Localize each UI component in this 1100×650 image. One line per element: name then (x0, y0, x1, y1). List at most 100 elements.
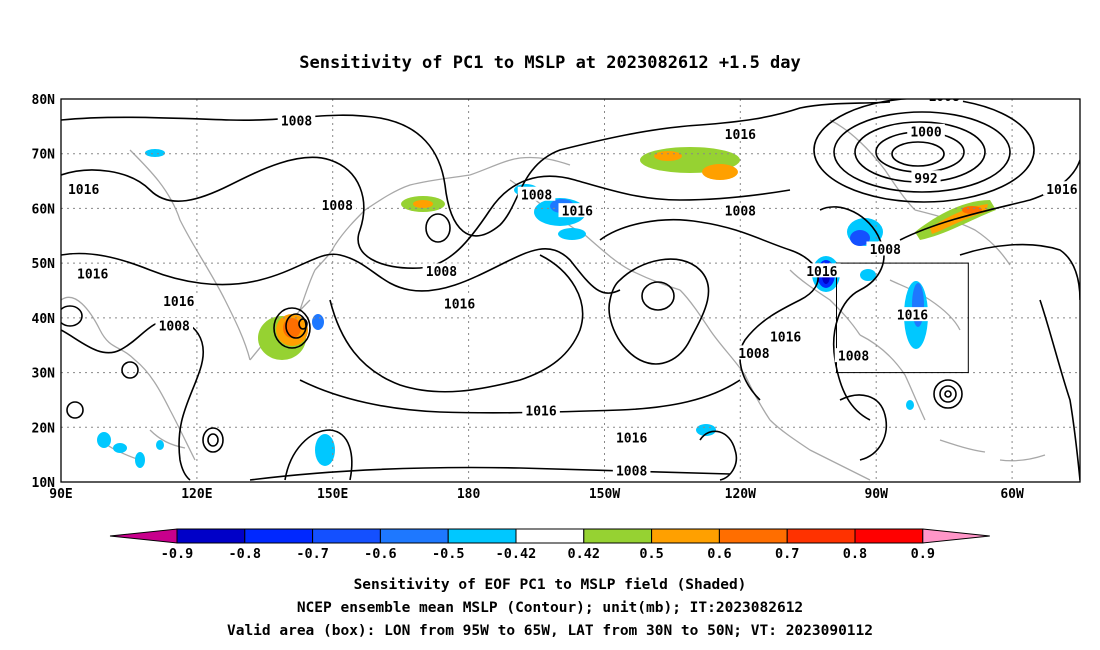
lon-tick-label: 90E (49, 487, 72, 502)
lat-tick-label: 50N (32, 257, 56, 272)
contour-label: 1016 (562, 205, 593, 220)
colorbar-label: -0.42 (496, 546, 537, 562)
contour-label: 1008 (838, 350, 869, 365)
contour-label-bg (721, 126, 760, 141)
contour-label-bg (277, 112, 316, 127)
caption-line-2: NCEP ensemble mean MSLP (Contour); unit(… (297, 600, 803, 616)
contour-label-bg (834, 348, 873, 363)
contour-label: 1008 (725, 205, 756, 220)
contour-label-bg (318, 197, 357, 212)
colorbar-label: 0.42 (568, 546, 601, 562)
contour-label-bg (73, 266, 112, 281)
colorbar-segment (515, 528, 585, 544)
contour-label: 1016 (897, 309, 928, 324)
colorbar-segment (379, 528, 449, 544)
contour-label: 1016 (525, 404, 556, 419)
contour-label: 1016 (616, 432, 647, 447)
contour-label-bg (803, 263, 841, 278)
graticule (61, 99, 1080, 482)
contour-label: 1016 (77, 268, 108, 283)
lat-tick-label: 70N (32, 148, 56, 163)
colorbar-label: -0.5 (432, 546, 465, 562)
caption-line-3: Valid area (box): LON from 95W to 65W, L… (227, 623, 873, 639)
contour-label-bg (64, 181, 103, 196)
contour-label-bg (612, 430, 651, 445)
lat-axis: 80N 70N 60N 50N 40N 30N 20N 10N (32, 93, 56, 491)
lat-tick-label: 20N (32, 421, 56, 436)
colorbar-segment (244, 528, 314, 544)
colorbar-label: 0.6 (707, 546, 731, 562)
contour-label-bg (907, 123, 945, 138)
lon-tick-label: 60W (1000, 487, 1024, 502)
contour-label: 1016 (68, 183, 99, 198)
lat-tick-label: 10N (32, 476, 56, 491)
colorbar-label: -0.7 (296, 546, 329, 562)
mslp-contours (61, 99, 1080, 481)
contour-label-bg (866, 241, 905, 256)
colorbar-segment (854, 528, 924, 544)
contour-label: 1008 (870, 243, 901, 258)
contour-label: 1016 (444, 298, 475, 313)
contour-label-bg (440, 296, 479, 311)
contour-label-bg (558, 203, 597, 218)
colorbar-segment (583, 528, 653, 544)
colorbar-label: 0.9 (911, 546, 935, 562)
contour-label: 992 (914, 172, 937, 187)
contour-label-bg (159, 293, 198, 308)
contour-label-bg (766, 329, 805, 344)
colorbar-label: 0.7 (775, 546, 799, 562)
lat-tick-label: 40N (32, 312, 56, 327)
map-frame (60, 98, 1081, 483)
lon-tick-label: 120E (181, 487, 212, 502)
contour-label: 1000 (910, 125, 941, 140)
contour-label-bg (517, 186, 556, 201)
colorbar-label: -0.8 (229, 546, 262, 562)
contour-labels: 1008 1016 1008 1016 1016 1008 1008 1016 1016 1016… (64, 99, 1080, 480)
colorbar-segment (718, 528, 788, 544)
colorbar-label: -0.6 (364, 546, 397, 562)
contour-label-bg (925, 99, 963, 103)
contour-label: 1008 (426, 265, 457, 280)
coastlines (61, 119, 1046, 481)
colorbar-end-left (109, 528, 178, 544)
contour-label: 1016 (725, 128, 756, 143)
contour-label-bg (522, 402, 560, 417)
lat-tick-label: 80N (32, 93, 56, 108)
contour-label: 1016 (163, 295, 194, 310)
contour-label-bg (911, 170, 941, 185)
figure-title: Sensitivity of PC1 to MSLP at 2023082612… (299, 53, 801, 73)
contour-label-bg (893, 307, 932, 322)
contour-label: 1008 (159, 320, 190, 335)
lon-tick-label: 150W (589, 487, 620, 502)
contour-label-bg (155, 318, 194, 333)
colorbar-label: 0.5 (639, 546, 663, 562)
contour-label: 1016 (770, 331, 801, 346)
contour-label: 1016 (806, 265, 837, 280)
contour-label-bg (1043, 181, 1080, 196)
colorbar-label: 0.8 (843, 546, 867, 562)
lat-tick-label: 30N (32, 367, 56, 382)
valid-area-box (836, 262, 969, 374)
lat-tick-label: 60N (32, 202, 56, 217)
contour-label: 1008 (616, 465, 647, 480)
contour-label: 1008 (521, 188, 552, 203)
colorbar-segment (447, 528, 517, 544)
contour-label: 1016 (1046, 183, 1077, 198)
colorbar-segment (651, 528, 720, 544)
contour-label-bg (612, 463, 651, 478)
lon-axis: 90E 120E 150E 180 150W 120W 90W 60W (49, 487, 1024, 502)
caption-line-1: Sensitivity of EOF PC1 to MSLP field (Sh… (354, 577, 747, 593)
lon-tick-label: 180 (457, 487, 481, 502)
lon-tick-label: 90W (864, 487, 888, 502)
contour-label: 1008 (281, 114, 312, 129)
contour-label: 1008 (322, 199, 353, 214)
colorbar-segment (786, 528, 856, 544)
contour-label-bg (721, 203, 760, 218)
colorbar-end-right (922, 528, 990, 544)
contour-label-bg (735, 345, 773, 360)
colorbar: -0.9 -0.8 -0.7 -0.6 -0.5 -0.42 0.42 0.5 0.6 0.7 0.… (109, 528, 990, 562)
colorbar-segment (176, 528, 246, 544)
colorbar-segment (312, 528, 381, 544)
contour-label-bg (422, 263, 461, 278)
